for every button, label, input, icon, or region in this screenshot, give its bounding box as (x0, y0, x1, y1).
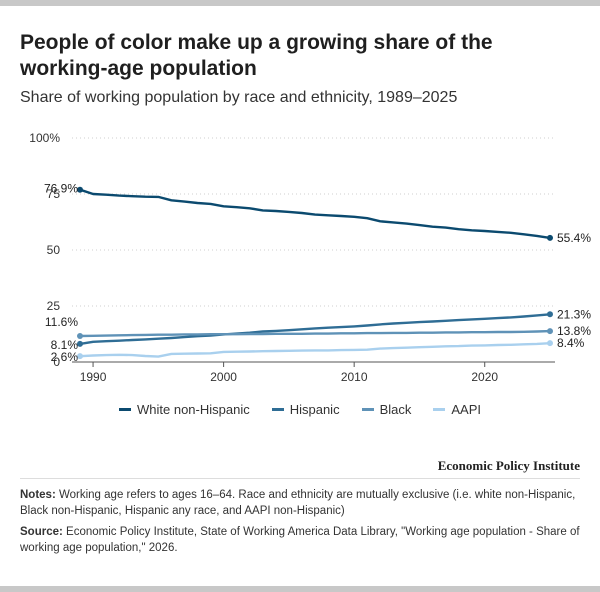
organization-name: Economic Policy Institute (437, 458, 580, 473)
x-tick-label-2020: 2020 (471, 370, 498, 384)
legend-label-hispanic: Hispanic (289, 402, 340, 417)
series-end-point-aapi (547, 340, 553, 347)
chart-title: People of color make up a growing share … (20, 31, 493, 80)
series-line-hispanic (78, 313, 552, 346)
chart-notes: Notes: Working age refers to ages 16–64.… (20, 487, 580, 519)
series-end-point-hispanic (547, 311, 553, 318)
x-tick-label-2000: 2000 (210, 370, 237, 384)
top-frame-bar (0, 0, 600, 6)
legend-item-hispanic: Hispanic (271, 402, 340, 417)
series-end-point-black (547, 328, 553, 335)
series-line-black (78, 329, 552, 338)
series-end-label-aapi: 8.4% (557, 336, 585, 350)
y-tick-label-0: 0 (53, 355, 60, 369)
series-line-aapi (78, 341, 552, 358)
legend-item-aapi: AAPI (433, 402, 481, 417)
series-start-point-aapi (77, 353, 83, 360)
series-start-label-hispanic: 8.1% (51, 338, 79, 352)
series-start-point-black (77, 333, 83, 340)
notes-text: Working age refers to ages 16–64. Race a… (20, 489, 576, 517)
series-start-label-aapi: 2.6% (51, 350, 79, 364)
legend-swatch-white-non-hispanic (119, 408, 131, 411)
source-text: Economic Policy Institute, State of Work… (20, 526, 580, 554)
series-start-label-white-non-hispanic: 76.9% (44, 182, 78, 196)
notes-label: Notes: (20, 489, 56, 501)
y-tick-label-100: 100% (29, 131, 60, 145)
y-tick-label-50: 50 (47, 243, 61, 257)
chart-subtitle: Share of working population by race and … (20, 89, 458, 106)
chart-source: Source: Economic Policy Institute, State… (20, 524, 580, 556)
legend-label-white-non-hispanic: White non-Hispanic (137, 402, 250, 417)
x-tick-label-2010: 2010 (341, 370, 368, 384)
legend-item-white-non-hispanic: White non-Hispanic (119, 402, 250, 417)
legend-swatch-black (361, 408, 374, 411)
series-line-white-non-hispanic (78, 188, 552, 240)
bottom-frame-bar (0, 586, 600, 592)
series-start-point-hispanic (77, 340, 83, 347)
series-end-point-white-non-hispanic (547, 234, 553, 241)
y-tick-label-25: 25 (47, 299, 61, 313)
legend-label-aapi: AAPI (451, 402, 481, 417)
series-start-label-black: 11.6% (45, 315, 78, 329)
legend-swatch-hispanic (271, 408, 284, 411)
series-end-label-hispanic: 21.3% (557, 307, 591, 321)
series-end-label-white-non-hispanic: 55.4% (557, 231, 591, 245)
y-tick-label-75: 75 (47, 187, 61, 201)
legend-swatch-aapi (433, 408, 446, 411)
series-end-label-black: 13.8% (557, 324, 591, 338)
line-chart: 0 25 50 75 100% 1990 2000 2010 2020 76.9% 55.4% 8.1… (29, 131, 591, 384)
chart-legend: White non-Hispanic Hispanic Black AAPI (0, 402, 600, 417)
legend-label-black: Black (379, 402, 412, 417)
source-label: Source: (20, 526, 63, 538)
legend-item-black: Black (361, 402, 412, 417)
footer-divider (20, 478, 580, 479)
series-start-point-white-non-hispanic (77, 186, 83, 193)
x-tick-label-1990: 1990 (80, 370, 107, 384)
